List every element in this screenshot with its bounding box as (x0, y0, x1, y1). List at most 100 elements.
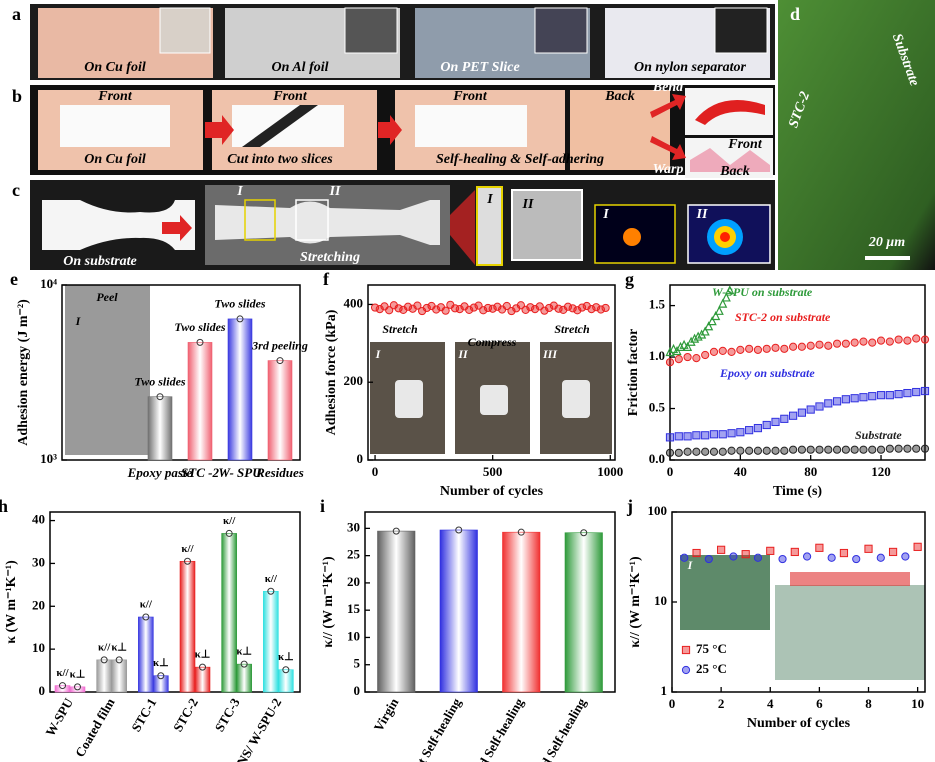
marker (692, 353, 701, 363)
marker (789, 445, 798, 454)
y-tick-label: 15 (347, 601, 361, 616)
marker (370, 303, 380, 312)
marker (790, 547, 799, 557)
marker (885, 444, 894, 453)
saxs-spot (623, 228, 641, 246)
panel-letter: b (12, 86, 22, 106)
y-tick-label: 0.5 (649, 400, 666, 415)
marker (711, 310, 721, 321)
x-tick-label: STC-3 (212, 695, 243, 734)
bar (179, 560, 196, 693)
y-tick-label: 100 (648, 503, 668, 518)
marker (526, 303, 535, 312)
error-marker (156, 393, 164, 401)
warp-shape (690, 148, 770, 172)
arrow (162, 215, 192, 241)
panel-letter: e (10, 269, 18, 289)
marker (780, 446, 789, 455)
marker (479, 306, 488, 315)
y-tick-label: 40 (32, 512, 45, 527)
error-marker (199, 663, 206, 671)
x-tick-label: 4 (767, 696, 774, 711)
marker (841, 339, 850, 348)
marker (859, 393, 868, 402)
marker (725, 285, 735, 295)
marker (718, 430, 727, 439)
marker (815, 402, 824, 411)
photo-label: Stretching (300, 250, 360, 265)
y-tick-label: 10 (32, 640, 45, 655)
bar-series-label: κ⊥ (70, 668, 86, 680)
bend-shape (695, 100, 765, 125)
error-marker (184, 557, 191, 565)
marker (727, 347, 736, 357)
marker (850, 338, 859, 347)
marker (762, 420, 771, 430)
x-tick-label: 10 (911, 696, 924, 711)
marker (665, 448, 675, 457)
marker (693, 331, 703, 341)
photo-label: On PET Slice (440, 60, 519, 75)
y-tick-label: 20 (32, 597, 45, 612)
marker (530, 305, 540, 314)
bar-series-label: κ⊥ (278, 651, 294, 663)
y-tick-label: 1.0 (649, 348, 665, 363)
marker (868, 392, 877, 401)
y-tick-label: 0 (354, 683, 361, 698)
panel-letter: a (12, 4, 21, 24)
annotation: Two slides (134, 374, 186, 388)
marker (824, 341, 833, 350)
film (415, 105, 527, 147)
marker (894, 444, 903, 453)
panel-letter: j (626, 496, 633, 516)
marker (903, 388, 912, 398)
plot-frame (49, 511, 301, 693)
plot-frame (367, 284, 616, 461)
bar (138, 616, 154, 693)
inset-label: III (542, 347, 558, 361)
bar (221, 533, 237, 693)
photo-label: Front (727, 137, 763, 152)
marker (596, 305, 605, 314)
marker (674, 355, 683, 364)
y-tick-label: 10⁴ (40, 276, 57, 291)
photo-label: II (696, 207, 708, 222)
error-marker (100, 656, 108, 664)
marker (573, 306, 582, 315)
y-axis-title: Adhesion energy (J m⁻²) (16, 299, 31, 446)
marker (709, 430, 719, 439)
arrow (650, 136, 686, 160)
inset-label: II (457, 347, 469, 361)
marker (832, 339, 842, 348)
y-tick-label: 0 (357, 451, 364, 466)
marker (488, 304, 497, 313)
inset-label: Stretch (382, 322, 418, 336)
error-marker (455, 526, 463, 534)
marker (707, 316, 717, 326)
bar (377, 530, 416, 693)
marker (718, 346, 727, 355)
marker (394, 304, 403, 313)
marker (850, 445, 859, 454)
marker (741, 550, 750, 559)
marker (753, 553, 763, 562)
marker (709, 347, 719, 357)
annotation: Two slides (214, 297, 266, 311)
bar (147, 396, 173, 461)
marker (665, 358, 675, 367)
marker (839, 548, 849, 558)
marker (692, 447, 701, 456)
y-tick-label: 0 (39, 683, 46, 698)
marker (827, 553, 836, 562)
marker (876, 445, 886, 454)
error-marker (267, 587, 275, 595)
marker (683, 352, 692, 362)
photo-label: 20 μm (868, 235, 905, 250)
marker (864, 544, 873, 553)
sample (395, 380, 423, 418)
error-marker (59, 682, 66, 690)
sample (562, 380, 590, 418)
marker (903, 336, 912, 345)
x-tick-label: Coated film (72, 695, 118, 759)
